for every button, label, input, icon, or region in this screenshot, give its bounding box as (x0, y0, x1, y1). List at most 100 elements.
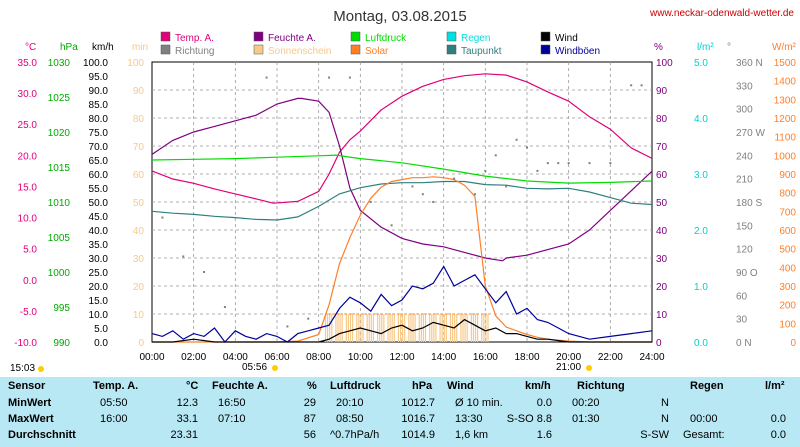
axis-tick-label: 0 (138, 338, 144, 349)
axis-tick-label: 1015 (48, 163, 71, 174)
axis-tick-label: 30.0 (18, 89, 38, 100)
sunshine-bar (418, 314, 420, 342)
sunrise-marker (272, 365, 278, 371)
axis-tick-label: 80 (656, 114, 668, 125)
weather-chart: Montag, 03.08.2015 www.neckar-odenwald-w… (10, 8, 797, 374)
wind-value: 1.6 (536, 429, 552, 441)
sunshine-bar (347, 314, 350, 342)
table-row: MinWert 05:50 12.3 16:50 29 20:10 1012.7… (0, 397, 800, 413)
axis-tick-label: 65.0 (89, 156, 109, 167)
legend-swatch (253, 31, 264, 42)
sunshine-bar (331, 314, 333, 342)
table-row: MaxWert 16:00 33.1 07:10 87 08:50 1016.7… (0, 413, 800, 429)
direction-point (567, 162, 570, 165)
daylength-label: 15:03 (10, 363, 35, 374)
sunshine-bar (389, 314, 391, 342)
legend: Temp. A. Feuchte A. Luftdruck Regen Wind Rich… (160, 31, 600, 57)
legend-label: Regen (461, 33, 490, 44)
header-press-unit: hPa (412, 380, 433, 392)
axis-tick-label: 60.0 (89, 170, 109, 181)
axis-tick-label: 5.0 (94, 324, 108, 335)
row-label: Durchschnitt (8, 429, 76, 441)
sunshine-bar (329, 314, 331, 342)
sunshine-bar (429, 314, 431, 342)
header-wind: Wind (447, 380, 474, 392)
axis-tick-label: 1400 (774, 77, 797, 88)
press-value: 1012.7 (401, 397, 435, 409)
axis-tick-label: 30 (133, 254, 145, 265)
axis-unit-label: % (654, 42, 663, 53)
axis-tick-label: 95.0 (89, 72, 109, 83)
axis-unit-label: km/h (92, 42, 114, 53)
axis-tick-label: 1000 (774, 151, 797, 162)
wind-max-value: S-SO 8.8 (506, 413, 552, 425)
sunshine-bar (414, 314, 416, 342)
direction-point (203, 271, 206, 273)
legend-swatch (160, 44, 171, 55)
series-line-feuchte-a (151, 97, 653, 262)
rain-time: 00:00 (690, 413, 718, 425)
sunshine-bar (339, 314, 341, 342)
series-line-solar (152, 176, 652, 343)
sunshine-bar (460, 314, 462, 342)
direction-point (223, 306, 226, 308)
axis-tick-label: 20.0 (89, 282, 109, 293)
dir-time: 00:20 (572, 397, 600, 409)
axis-tick-label: 900 (779, 170, 796, 181)
sunshine-bar (433, 314, 435, 342)
axis-tick-label: 1200 (774, 114, 797, 125)
sunshine-bar (470, 314, 472, 342)
axis-unit-label: ° (727, 42, 731, 53)
axis-tick-label: 100 (127, 58, 144, 69)
axis-tick-label: 90 (656, 86, 668, 97)
axis-tick-label: 90.0 (89, 86, 109, 97)
axis-tick-label: 210 (736, 175, 753, 186)
sunshine-bar (410, 314, 412, 342)
axis-tick-label: 70 (656, 142, 668, 153)
axis-ticks: 35.0 30.0 25.0 20.0 15.0 10.0 5.0 0.0 -5.0 -10.0 1… (14, 58, 796, 349)
sunshine-bars (324, 313, 490, 342)
legend-label: Windböen (555, 46, 600, 57)
sunshine-bar (404, 314, 406, 342)
axis-tick-label: 50 (656, 198, 668, 209)
axis-tick-label: 60 (736, 291, 748, 302)
temp-time: 05:50 (100, 397, 128, 409)
direction-points (161, 76, 643, 328)
direction-point (588, 162, 591, 165)
sunshine-bar (345, 314, 347, 342)
direction-point (265, 76, 268, 79)
sunshine-bar (352, 314, 354, 342)
axis-tick-label: 0 (656, 338, 662, 349)
sunshine-bar (383, 314, 385, 342)
axis-tick-label: 0.0 (694, 338, 708, 349)
direction-point (182, 255, 185, 258)
axis-tick-label: 25.0 (89, 268, 109, 279)
axis-tick-label: 2.0 (694, 226, 708, 237)
axis-tick-label: 300 (736, 105, 753, 116)
sunshine-bar (393, 314, 395, 342)
axis-tick-label: 200 (779, 301, 796, 312)
x-tick-label: 12:00 (389, 352, 414, 363)
axis-tick-label: 400 (779, 263, 796, 274)
axis-tick-label: 70.0 (89, 142, 109, 153)
sunshine-bar (387, 314, 389, 342)
axis-tick-label: 90 O (736, 268, 758, 279)
sunshine-bar (324, 314, 327, 342)
wind-value: 0.0 (536, 397, 552, 409)
direction-point (505, 185, 508, 188)
table-header-row: Sensor Temp. A. °C Feuchte A. % Luftdruc… (0, 380, 800, 396)
sunshine-bar (335, 314, 337, 342)
direction-point (348, 76, 351, 79)
legend-swatch (446, 44, 457, 55)
axis-tick-label: 300 (779, 282, 796, 293)
daylength-marker (38, 366, 44, 372)
axis-tick-label: 0.0 (94, 338, 108, 349)
axis-tick-label: 40 (656, 226, 668, 237)
legend-swatch (160, 31, 171, 42)
sunshine-bar (449, 314, 452, 342)
legend-label: Richtung (175, 46, 214, 57)
wind-distance: 1,6 km (455, 429, 489, 441)
legend-swatch (350, 31, 361, 42)
direction-point (473, 193, 476, 196)
axis-tick-label: 15.0 (89, 296, 109, 307)
